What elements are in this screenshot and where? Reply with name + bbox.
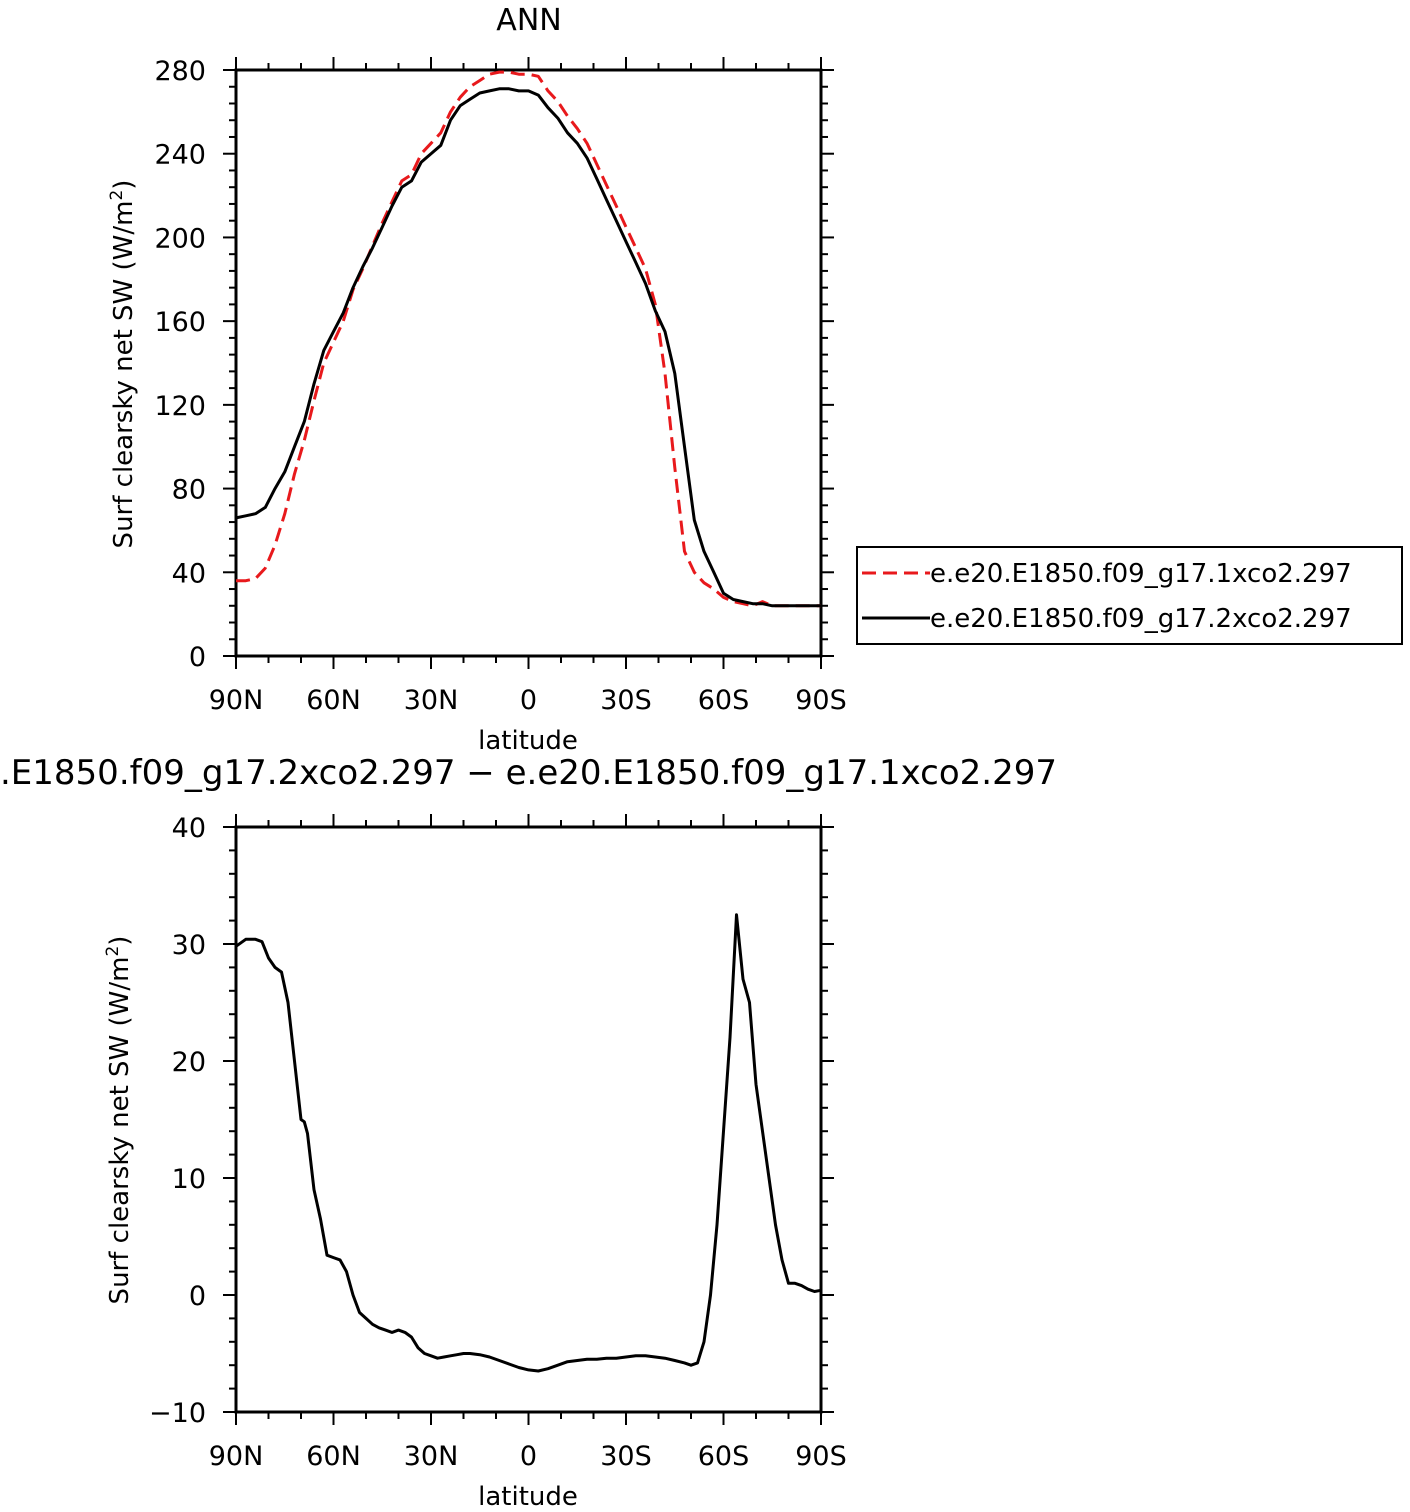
- y-tick-label: 160: [154, 307, 206, 338]
- plot-frame: [234, 68, 823, 658]
- top-panel: ANN 90N 60N 30N 0 30S 60S 90S 0 40 80 120 160 200 240…: [107, 3, 847, 756]
- y-axis-label: Surf clearsky net SW (W/m2): [107, 180, 139, 549]
- plot-area: 90N 60N 30N 0 30S 60S 90S 0 40 80 120 160 200 240 280: [154, 56, 846, 716]
- legend-label-2xco2: e.e20.E1850.f09_g17.2xco2.297: [930, 604, 1352, 634]
- x-tick-label: 90S: [795, 685, 847, 716]
- y-tick-label: 200: [154, 223, 206, 254]
- x-tick-label: 90N: [209, 685, 264, 716]
- chart-title: ANN: [496, 3, 561, 38]
- x-axis-label: latitude: [478, 1482, 578, 1512]
- y-tick-label: 40: [172, 558, 206, 589]
- legend-box: [856, 546, 1403, 645]
- y-ticks: [223, 826, 834, 1413]
- x-tick-label: 30S: [600, 685, 652, 716]
- x-axis-label: latitude: [478, 726, 578, 756]
- y-ticks: [223, 69, 834, 657]
- x-tick-label: 30N: [404, 685, 459, 716]
- x-tick-label: 90N: [209, 1441, 264, 1472]
- y-tick-label: 40: [172, 813, 206, 844]
- y-tick-label: 240: [154, 140, 206, 171]
- chart-title: .E1850.f09_g17.2xco2.297 − e.e20.E1850.f…: [0, 753, 1057, 793]
- plot-frame: [234, 825, 823, 1414]
- x-tick-label: 30N: [404, 1441, 459, 1472]
- x-tick-label: 90S: [795, 1441, 847, 1472]
- x-tick-label: 60S: [698, 1441, 750, 1472]
- series-line-difference: [235, 913, 822, 1373]
- y-tick-label: 10: [172, 1164, 206, 1195]
- bottom-panel: .E1850.f09_g17.2xco2.297 − e.e20.E1850.f…: [0, 753, 1057, 1512]
- x-tick-label: 60N: [306, 1441, 361, 1472]
- y-tick-label: 120: [154, 391, 206, 422]
- series-group: [235, 70, 821, 608]
- series-line-e-e20-e1850-f09-g17-1xco2-297: [236, 70, 821, 608]
- x-tick-label: 0: [520, 1441, 537, 1472]
- y-tick-label: 0: [189, 642, 206, 673]
- y-axis-label: Surf clearsky net SW (W/m2): [103, 936, 135, 1305]
- x-tick-label: 60N: [306, 685, 361, 716]
- series-group: [235, 913, 822, 1373]
- x-ticks: [235, 57, 822, 669]
- y-tick-label: 280: [154, 56, 206, 87]
- y-tick-label: 0: [189, 1281, 206, 1312]
- series-line-e-e20-e1850-f09-g17-2xco2-297: [235, 87, 821, 608]
- legend: e.e20.E1850.f09_g17.1xco2.297 e.e20.E185…: [856, 546, 1403, 645]
- x-ticks: [235, 814, 822, 1425]
- y-tick-label: 20: [172, 1047, 206, 1078]
- x-tick-label: 0: [520, 685, 537, 716]
- plot-area: 90N 60N 30N 0 30S 60S 90S −10 0 10 20 30 40: [149, 813, 847, 1472]
- x-tick-label: 60S: [698, 685, 750, 716]
- y-tick-label: 30: [172, 930, 206, 961]
- legend-label-1xco2: e.e20.E1850.f09_g17.1xco2.297: [930, 559, 1352, 589]
- x-tick-label: 30S: [600, 1441, 652, 1472]
- y-tick-label: 80: [172, 475, 206, 506]
- y-tick-label: −10: [149, 1398, 206, 1429]
